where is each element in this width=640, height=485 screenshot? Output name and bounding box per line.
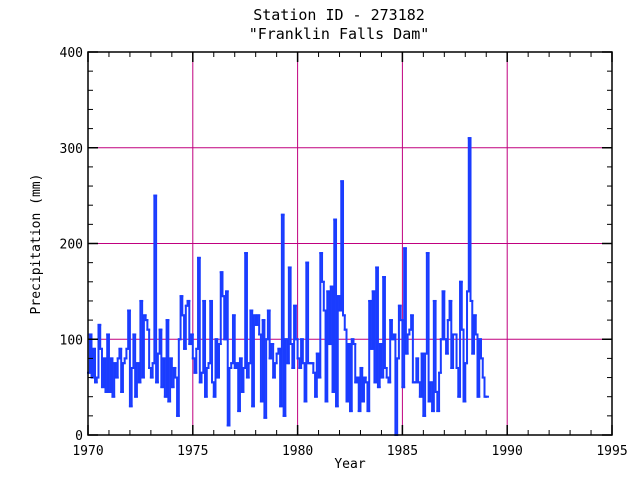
x-axis-label: Year xyxy=(334,457,365,472)
axis-ticks xyxy=(87,51,613,436)
series-layer xyxy=(87,137,489,436)
x-tick-label: 1975 xyxy=(177,444,208,459)
y-tick-label: 200 xyxy=(60,238,83,253)
chart-subtitle: "Franklin Falls Dam" xyxy=(249,25,430,43)
x-tick-label: 1980 xyxy=(282,444,313,459)
grid-lines xyxy=(88,52,612,435)
y-tick-label: 400 xyxy=(60,46,83,61)
chart-title: Station ID - 273182 xyxy=(253,6,425,24)
y-tick-label: 0 xyxy=(75,429,83,444)
x-tick-label: 1990 xyxy=(492,444,523,459)
y-axis-label: Precipitation (mm) xyxy=(29,174,44,315)
x-tick-label: 1995 xyxy=(596,444,627,459)
y-tick-label: 100 xyxy=(60,333,83,348)
tick-labels: 1970 1975 1980 1985 1990 1995 0 100 200 300 400 xyxy=(60,46,628,459)
x-tick-label: 1985 xyxy=(387,444,418,459)
y-tick-label: 300 xyxy=(60,142,83,157)
x-tick-label: 1970 xyxy=(72,444,103,459)
